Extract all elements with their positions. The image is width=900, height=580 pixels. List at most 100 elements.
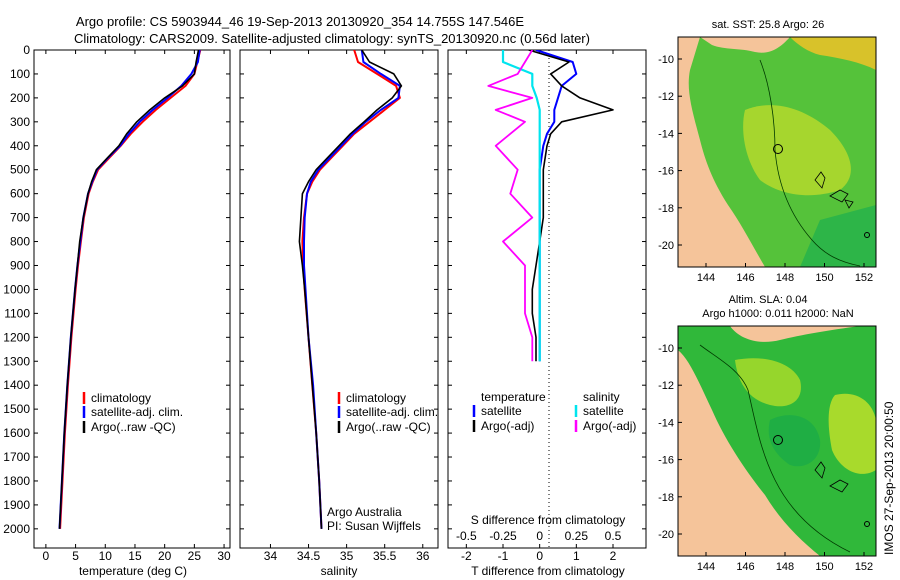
legend-label-t-argo: Argo(-adj) bbox=[481, 419, 534, 433]
t-difference-tick-label: 1 bbox=[573, 549, 580, 563]
series-line-s-satellite bbox=[501, 50, 541, 362]
series-line-argo-raw-qc- bbox=[298, 50, 403, 529]
lat-tick-label: -10 bbox=[658, 343, 674, 355]
lon-tick-label: 152 bbox=[855, 561, 873, 573]
depth-axis-ticks: 0 100 200 300 400 500 600 700 800 900 1000 1100 1200… bbox=[3, 43, 230, 536]
sla-map-field bbox=[678, 326, 876, 556]
lat-tick-label: -12 bbox=[658, 380, 674, 392]
lon-tick-label: 150 bbox=[815, 272, 833, 284]
series-line-argo-raw-qc- bbox=[58, 50, 200, 529]
salinity-tick-label: 35.5 bbox=[373, 549, 397, 563]
salinity-axis-label: salinity bbox=[321, 564, 358, 578]
imos-timestamp: IMOS 27-Sep-2013 20:00:50 bbox=[882, 401, 896, 555]
lon-tick-label: 144 bbox=[697, 561, 715, 573]
depth-tick-label: 600 bbox=[10, 187, 30, 201]
t-difference-tick-label: -2 bbox=[461, 549, 472, 563]
depth-tick-label: 400 bbox=[10, 139, 30, 153]
salinity-tick-label: 34.5 bbox=[297, 549, 321, 563]
sla-map-title-2: Argo h1000: 0.011 h2000: NaN bbox=[702, 308, 854, 320]
sla-map-title-1: Altim. SLA: 0.04 bbox=[729, 294, 808, 306]
depth-tick-label: 1100 bbox=[4, 306, 30, 320]
salinity-tick-label: 34 bbox=[264, 549, 278, 563]
salinity-depth-ticks bbox=[240, 49, 438, 530]
sst-map: sat. SST: 25.8 Argo: 26 -10-12-14-16-18-… bbox=[658, 19, 877, 284]
depth-tick-label: 1000 bbox=[3, 282, 30, 296]
difference-lines bbox=[487, 50, 614, 362]
sst-yellow-patch bbox=[743, 105, 851, 196]
s-difference-tick-label: 0.5 bbox=[605, 529, 622, 543]
difference-depth-ticks bbox=[448, 49, 646, 530]
difference-legend: temperature salinity satellite Argo(-adj… bbox=[472, 390, 636, 433]
s-difference-tick-label: 0.25 bbox=[565, 529, 589, 543]
sst-reef-land bbox=[700, 37, 790, 53]
salinity-tick-label: 36 bbox=[416, 549, 430, 563]
salinity-legend: climatology satellite-adj. clim. Argo(..… bbox=[337, 391, 438, 434]
sla-bright-band bbox=[735, 358, 801, 407]
series-line-t-argo-adj- bbox=[528, 50, 614, 362]
difference-axes-frame bbox=[447, 49, 647, 549]
sst-lon-ticks: 144 146 148 150 152 bbox=[697, 263, 873, 284]
temperature-tick-label: 5 bbox=[72, 549, 79, 563]
temperature-panel: 0100200300400500600700800900100011001200… bbox=[3, 43, 231, 578]
depth-tick-label: 1500 bbox=[3, 402, 30, 416]
lon-tick-label: 144 bbox=[697, 272, 715, 284]
t-difference-tick-label: 2 bbox=[610, 549, 617, 563]
lon-tick-label: 148 bbox=[776, 272, 794, 284]
temperature-legend: climatology satellite-adj. clim. Argo(..… bbox=[82, 391, 183, 434]
lat-tick-label: -18 bbox=[658, 203, 674, 215]
t-difference-tick-label: 0 bbox=[536, 549, 543, 563]
argo-float-marker bbox=[773, 144, 783, 154]
sst-warm-north bbox=[790, 37, 876, 70]
salinity-tick-label: 35 bbox=[340, 549, 354, 563]
credit-pi: PI: Susan Wijffels bbox=[327, 519, 421, 533]
legend-label-argo: Argo(..raw -QC) bbox=[346, 420, 431, 434]
lon-tick-label: 148 bbox=[776, 561, 794, 573]
depth-tick-label: 1900 bbox=[3, 498, 30, 512]
title-line-1: Argo profile: CS 5903944_46 19-Sep-2013 … bbox=[76, 14, 524, 29]
lat-tick-label: -16 bbox=[658, 166, 674, 178]
argo-float-marker bbox=[773, 435, 783, 445]
lon-tick-label: 146 bbox=[736, 561, 754, 573]
map-marker-small bbox=[864, 521, 870, 527]
temperature-lines bbox=[58, 50, 202, 529]
salinity-lines bbox=[298, 50, 403, 529]
legend-temperature-heading: temperature bbox=[481, 390, 546, 404]
sst-lat-ticks: -10 -12 -14 -16 -18 -20 bbox=[658, 54, 682, 252]
depth-tick-label: 500 bbox=[10, 163, 30, 177]
lat-tick-label: -16 bbox=[658, 455, 674, 467]
sla-dark-center bbox=[768, 415, 821, 467]
lat-tick-label: -20 bbox=[658, 240, 674, 252]
sla-shelf-contour bbox=[699, 344, 851, 553]
legend-label-s-argo: Argo(-adj) bbox=[583, 419, 636, 433]
s-difference-tick-label: -0.25 bbox=[489, 529, 517, 543]
temperature-axis-label: temperature (deg C) bbox=[79, 564, 187, 578]
depth-tick-label: 1300 bbox=[3, 354, 30, 368]
legend-label-argo: Argo(..raw -QC) bbox=[91, 420, 176, 434]
lat-tick-label: -10 bbox=[658, 54, 674, 66]
salinity-axes-frame bbox=[239, 49, 439, 549]
lat-tick-label: -12 bbox=[658, 91, 674, 103]
sla-bright-east bbox=[828, 393, 876, 474]
salinity-panel: 34 34.5 35 35.5 36 salinity climatology sate… bbox=[239, 49, 439, 578]
temperature-tick-label: 10 bbox=[99, 549, 113, 563]
temperature-axis-ticks: 0 5 10 15 20 25 30 bbox=[43, 50, 231, 563]
depth-tick-label: 1200 bbox=[3, 330, 30, 344]
depth-tick-label: 1400 bbox=[3, 378, 30, 392]
sst-shelf-contour bbox=[759, 59, 861, 267]
depth-tick-label: 1800 bbox=[3, 474, 30, 488]
s-difference-tick-label: 0 bbox=[536, 529, 543, 543]
depth-tick-label: 0 bbox=[23, 43, 30, 57]
lat-tick-label: -14 bbox=[658, 128, 674, 140]
sla-lon-ticks: 144 146 148 150 152 bbox=[697, 552, 873, 573]
temperature-tick-label: 20 bbox=[158, 549, 172, 563]
depth-tick-label: 1600 bbox=[3, 426, 30, 440]
lon-tick-label: 146 bbox=[736, 272, 754, 284]
depth-tick-label: 100 bbox=[10, 67, 30, 81]
t-difference-tick-label: -1 bbox=[498, 549, 509, 563]
legend-salinity-heading: salinity bbox=[583, 390, 620, 404]
temperature-tick-label: 30 bbox=[217, 549, 231, 563]
title-line-2: Climatology: CARS2009. Satellite-adjuste… bbox=[74, 31, 590, 46]
sst-reef-outline bbox=[814, 171, 854, 209]
salinity-axis-ticks: 34 34.5 35 35.5 36 bbox=[264, 50, 430, 563]
